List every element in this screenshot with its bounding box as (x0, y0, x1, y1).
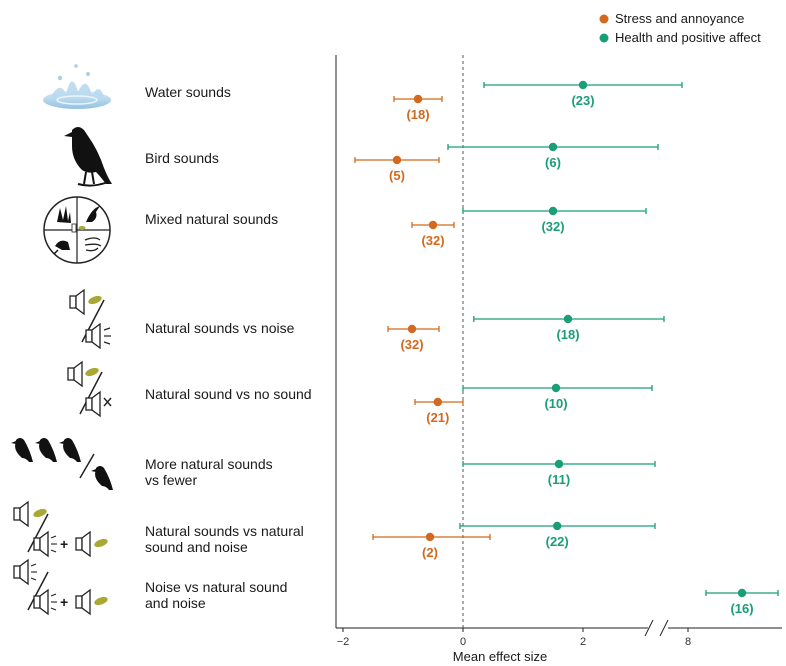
legend-marker-health (599, 33, 609, 43)
chart-marks: (18) (5) (32) (32) (21) (2) (23) (6) (32) (18) (10… (354, 80, 779, 616)
axis-break-marker (644, 619, 669, 637)
mean-point (425, 532, 435, 542)
estimate-mark: (5) (354, 155, 440, 183)
legend-label-stress: Stress and annoyance (615, 11, 744, 26)
estimate-mark: (18) (393, 94, 443, 122)
estimate-mark: (32) (411, 220, 455, 248)
estimate-mark: (32) (462, 206, 647, 234)
speaker-leaf-vs-noise-icon (69, 288, 111, 350)
legend: Stress and annoyance Health and positive… (599, 11, 761, 45)
category-label: Bird sounds (145, 150, 219, 166)
category-label: More natural sounds (145, 456, 273, 472)
category-label: sound and noise (145, 539, 248, 555)
sample-count-label: (21) (426, 410, 449, 425)
sample-count-label: (11) (548, 472, 570, 487)
x-tick-label: 2 (580, 636, 586, 648)
x-tick-label: 8 (685, 636, 691, 648)
speaker-leaf-vs-mute-icon (67, 360, 112, 418)
plot-axes: −2 0 2 8 Mean effect size (335, 55, 782, 664)
legend-label-health: Health and positive affect (615, 30, 761, 45)
mean-point (554, 459, 564, 469)
mean-point (737, 588, 747, 598)
sample-count-label: (22) (546, 534, 569, 549)
estimate-mark: (18) (473, 314, 665, 342)
estimate-mark: (10) (462, 383, 653, 411)
bird-icon (64, 127, 112, 187)
speaker-noise-vs-noise-plus-leaf-icon: + (13, 558, 108, 616)
mean-point (407, 324, 417, 334)
mean-point (578, 80, 588, 90)
svg-text:+: + (60, 594, 68, 610)
mean-point (413, 94, 423, 104)
mean-point (392, 155, 402, 165)
category-label: Noise vs natural sound (145, 579, 287, 595)
category-label: Natural sounds vs natural (145, 523, 304, 539)
sample-count-label: (16) (730, 601, 753, 616)
mean-point (551, 383, 561, 393)
mean-point (428, 220, 438, 230)
estimate-mark: (2) (372, 532, 491, 560)
sample-count-label: (10) (544, 396, 567, 411)
speaker-leaf-vs-noise-plus-leaf-icon: + (13, 500, 108, 558)
estimate-mark: (23) (483, 80, 683, 108)
sample-count-label: (32) (421, 233, 444, 248)
sample-count-label: (23) (571, 93, 594, 108)
legend-marker-stress (599, 14, 609, 24)
x-tick-label: 0 (460, 636, 466, 648)
estimate-mark: (11) (462, 459, 656, 487)
category-label: and noise (145, 595, 206, 611)
x-tick-label: −2 (337, 636, 350, 648)
water-splash-icon (43, 64, 111, 109)
svg-text:+: + (60, 536, 68, 552)
mean-point (433, 397, 442, 407)
category-labels: Water sounds Bird sounds Mixed natural s… (145, 84, 312, 611)
category-label: Natural sounds vs noise (145, 320, 295, 336)
birds-more-vs-fewer-icon (11, 438, 113, 490)
category-label: Natural sound vs no sound (145, 386, 312, 402)
category-label: Water sounds (145, 84, 231, 100)
x-axis-title: Mean effect size (453, 649, 547, 664)
estimate-mark: (21) (414, 397, 464, 425)
sample-count-label: (2) (422, 545, 438, 560)
sample-count-label: (18) (406, 107, 429, 122)
sample-count-label: (18) (556, 327, 579, 342)
estimate-mark: (22) (459, 521, 656, 549)
sample-count-label: (6) (545, 155, 561, 170)
mean-point (553, 521, 562, 531)
sample-count-label: (5) (389, 168, 405, 183)
mean-point (548, 206, 558, 216)
mean-point (548, 142, 558, 152)
estimate-mark: (16) (705, 588, 779, 616)
mean-point (563, 314, 573, 324)
estimate-mark: (32) (387, 324, 440, 352)
sample-count-label: (32) (541, 219, 564, 234)
category-label: vs fewer (145, 472, 197, 488)
estimate-mark: (6) (447, 142, 659, 170)
sample-count-label: (32) (400, 337, 423, 352)
mixed-nature-icon (43, 196, 111, 264)
category-label: Mixed natural sounds (145, 211, 278, 227)
